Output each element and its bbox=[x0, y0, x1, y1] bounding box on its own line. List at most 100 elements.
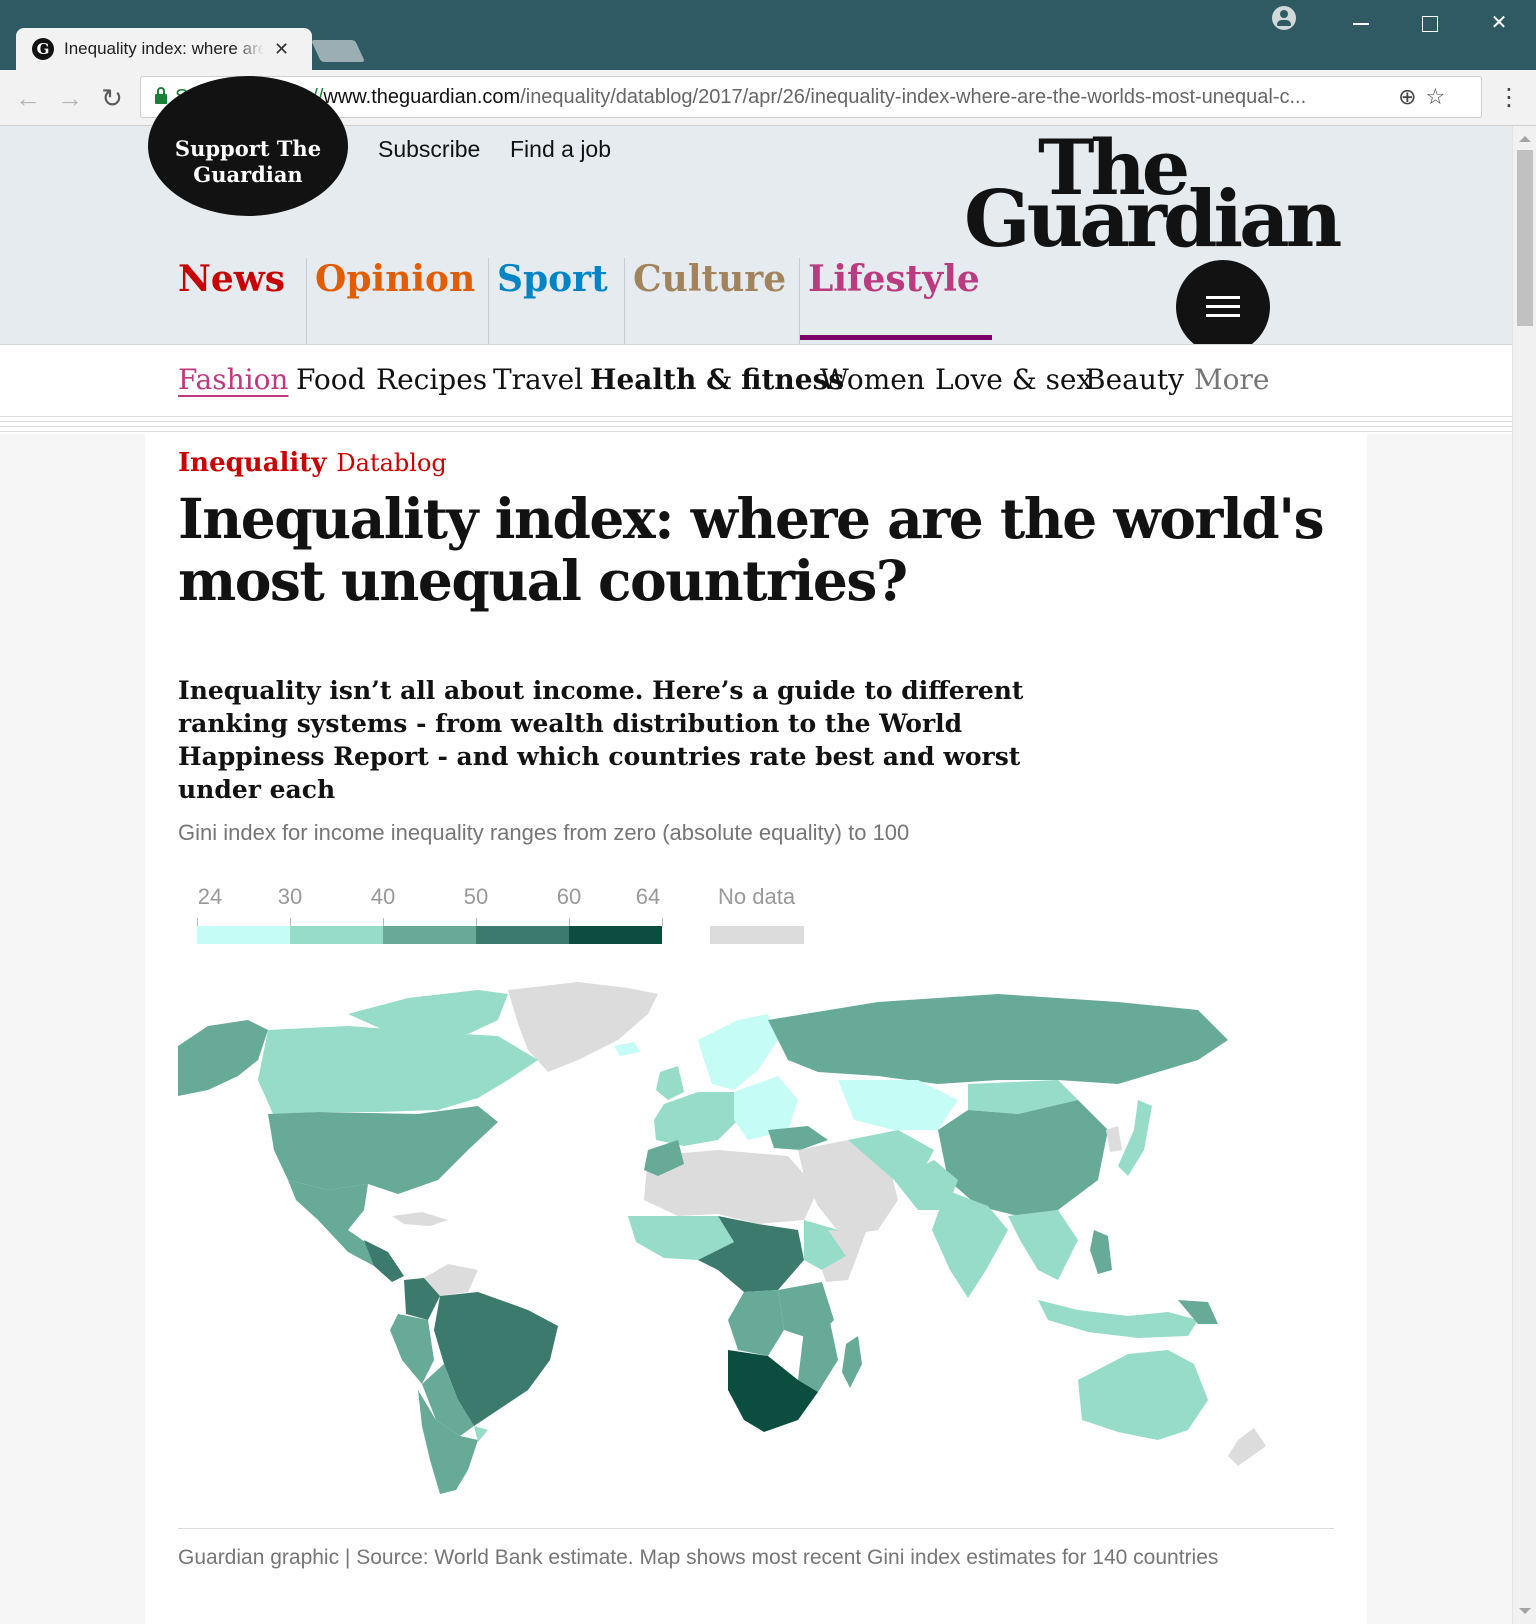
header-rule bbox=[0, 416, 1512, 434]
pillar-lifestyle[interactable]: Lifestyle bbox=[799, 258, 992, 344]
zoom-icon[interactable]: ⊕ bbox=[1398, 84, 1417, 109]
browser-toolbar: ← → ↻ Secure https://www.theguardian.com… bbox=[0, 70, 1536, 126]
subnav-more[interactable]: More bbox=[1194, 363, 1270, 396]
map-indonesia bbox=[1038, 1300, 1198, 1338]
browser-titlebar: G Inequality index: where are the world'… bbox=[0, 0, 1536, 70]
legend-mark bbox=[383, 918, 384, 926]
legend-bin-60-64 bbox=[569, 926, 662, 944]
subscribe-link[interactable]: Subscribe bbox=[378, 136, 481, 162]
scroll-up-icon[interactable] bbox=[1519, 136, 1531, 142]
map-eastern-europe bbox=[734, 1076, 798, 1140]
legend-bin-50-60 bbox=[476, 926, 569, 944]
guardian-favicon-icon: G bbox=[32, 38, 54, 60]
map-japan bbox=[1118, 1100, 1152, 1176]
legend-bin-30-40 bbox=[290, 926, 383, 944]
map-southeast-asia bbox=[1008, 1210, 1078, 1280]
kicker-series-link[interactable]: Datablog bbox=[336, 449, 447, 477]
browser-tab[interactable]: G Inequality index: where are the world'… bbox=[16, 28, 312, 70]
lifestyle-subnav: Fashion Food Recipes Travel Health & fit… bbox=[0, 344, 1512, 416]
subnav-fashion[interactable]: Fashion bbox=[178, 363, 289, 396]
map-somalia bbox=[822, 1230, 866, 1282]
chart-source: Guardian graphic | Source: World Bank es… bbox=[178, 1546, 1219, 1569]
map-west-africa bbox=[628, 1216, 734, 1260]
support-line-1: Support The bbox=[174, 136, 322, 161]
pillar-opinion[interactable]: Opinion bbox=[306, 258, 475, 344]
guardian-logo-guardian[interactable]: Guardian bbox=[964, 174, 1342, 265]
reload-icon[interactable]: ↻ bbox=[101, 83, 123, 113]
map-madagascar bbox=[842, 1336, 862, 1388]
article-headline: Inequality index: where are the world's … bbox=[178, 486, 1325, 613]
url-text[interactable]: https://www.theguardian.com/inequality/d… bbox=[263, 86, 1393, 109]
legend-bin-24-30 bbox=[197, 926, 290, 944]
forward-arrow-icon[interactable]: → bbox=[57, 83, 83, 113]
map-central-america bbox=[364, 1240, 404, 1282]
back-arrow-icon[interactable]: ← bbox=[15, 83, 41, 113]
kebab-menu-icon[interactable]: ⋮ bbox=[1497, 84, 1521, 111]
subnav-beauty[interactable]: Beauty bbox=[1085, 363, 1184, 396]
world-gini-map[interactable] bbox=[178, 980, 1338, 1500]
hamburger-menu-icon[interactable] bbox=[1176, 260, 1270, 354]
map-middle-east bbox=[798, 1140, 898, 1236]
map-usa bbox=[268, 1106, 498, 1194]
tab-close-icon[interactable]: ✕ bbox=[274, 38, 290, 59]
map-morocco bbox=[644, 1140, 684, 1176]
legend-no-data-swatch bbox=[710, 926, 804, 944]
star-icon[interactable]: ☆ bbox=[1425, 84, 1446, 109]
map-mozambique bbox=[798, 1322, 838, 1392]
page-scrollbar[interactable] bbox=[1512, 126, 1536, 1624]
maximize-icon[interactable] bbox=[1414, 8, 1444, 38]
legend-tick-24: 24 bbox=[197, 884, 223, 909]
legend-tick-40: 40 bbox=[370, 884, 396, 909]
address-bar[interactable]: Secure https://www.theguardian.com/inequ… bbox=[140, 76, 1482, 118]
map-canada bbox=[258, 1026, 538, 1114]
new-tab-button[interactable] bbox=[310, 40, 366, 62]
find-a-job-link[interactable]: Find a job bbox=[510, 136, 612, 162]
map-iran bbox=[848, 1130, 934, 1180]
map-argentina-chile bbox=[418, 1390, 478, 1494]
url-host: www.theguardian.com bbox=[323, 85, 521, 108]
map-canada-islands bbox=[348, 990, 508, 1036]
support-guardian-button[interactable]: Support The Guardian bbox=[148, 76, 348, 216]
subnav-women[interactable]: Women bbox=[820, 363, 925, 396]
pillar-sport[interactable]: Sport bbox=[488, 258, 608, 344]
scroll-down-icon[interactable] bbox=[1519, 1608, 1531, 1614]
legend-mark bbox=[662, 918, 663, 926]
map-caribbean bbox=[392, 1212, 448, 1226]
map-central-africa bbox=[698, 1216, 804, 1292]
subnav-recipes[interactable]: Recipes bbox=[376, 363, 488, 396]
pillar-culture[interactable]: Culture bbox=[624, 258, 786, 344]
legend-mark bbox=[290, 918, 291, 926]
map-angola-zambia bbox=[728, 1290, 784, 1356]
legend-no-data-label: No data bbox=[718, 884, 796, 909]
guardian-header: Support The Guardian Subscribe Find a jo… bbox=[0, 76, 1512, 354]
scroll-thumb[interactable] bbox=[1517, 150, 1533, 326]
legend-tick-30: 30 bbox=[277, 884, 303, 909]
minimize-icon[interactable] bbox=[1346, 8, 1376, 38]
map-scandinavia bbox=[698, 1014, 778, 1090]
map-greenland bbox=[508, 982, 658, 1072]
map-iceland bbox=[614, 1042, 640, 1056]
kicker-section-link[interactable]: Inequality bbox=[178, 448, 327, 478]
guardian-logo-the[interactable]: The bbox=[1038, 123, 1190, 212]
pillar-news[interactable]: News bbox=[178, 258, 286, 300]
subnav-travel[interactable]: Travel bbox=[493, 363, 584, 396]
close-window-icon[interactable]: ✕ bbox=[1490, 12, 1508, 34]
article-kicker: Inequality Datablog bbox=[178, 448, 447, 478]
legend-tick-64: 64 bbox=[635, 884, 661, 909]
map-bolivia-paraguay bbox=[422, 1364, 474, 1436]
url-path: /inequality/datablog/2017/apr/26/inequal… bbox=[520, 85, 1307, 108]
map-mexico bbox=[288, 1180, 388, 1266]
map-brazil bbox=[434, 1292, 558, 1426]
profile-icon[interactable] bbox=[1272, 6, 1296, 30]
tab-title: Inequality index: where are the world's … bbox=[64, 39, 264, 58]
map-mongolia bbox=[968, 1080, 1078, 1114]
map-colombia bbox=[404, 1278, 440, 1320]
map-alaska bbox=[178, 1020, 268, 1096]
map-philippines bbox=[1090, 1230, 1112, 1274]
map-western-europe bbox=[654, 1092, 738, 1146]
map-venezuela bbox=[424, 1264, 478, 1296]
subnav-food[interactable]: Food bbox=[296, 363, 366, 396]
subnav-health-fitness[interactable]: Health & fitness bbox=[590, 363, 845, 396]
subnav-love-sex[interactable]: Love & sex bbox=[935, 363, 1093, 396]
map-pakistan-afghanistan bbox=[894, 1160, 958, 1210]
